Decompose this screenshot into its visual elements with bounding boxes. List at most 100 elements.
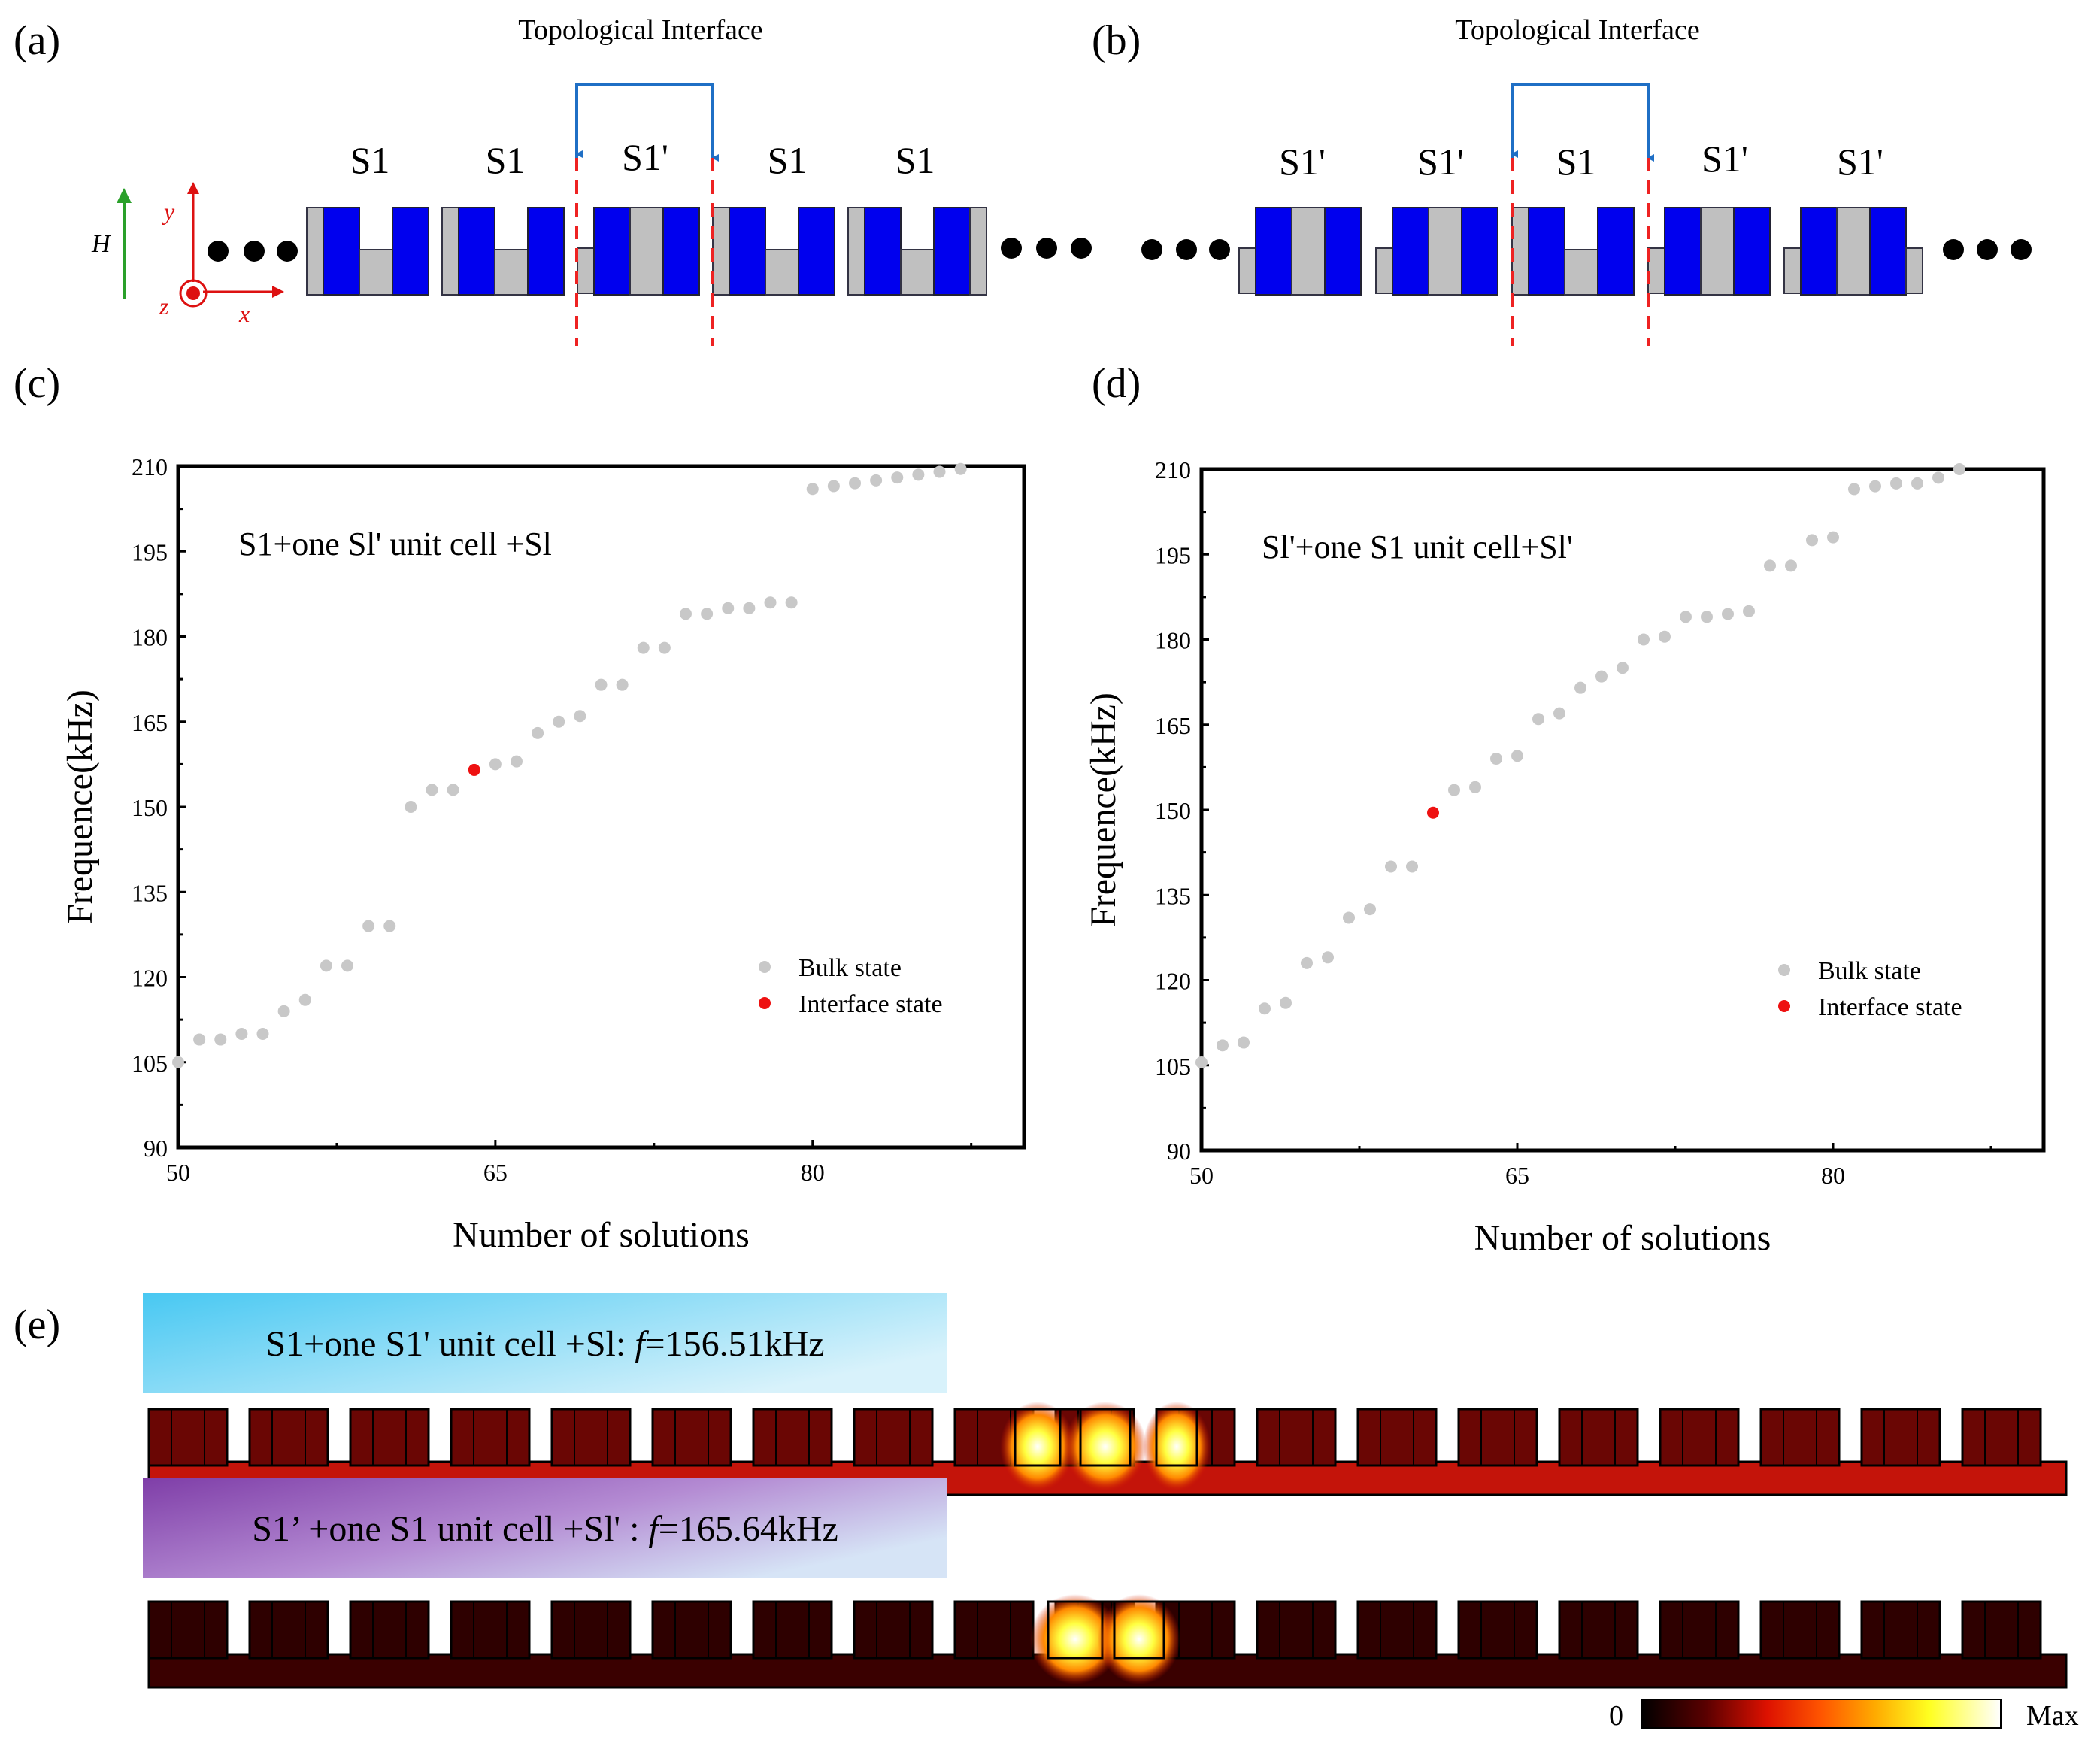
blue-block <box>1597 207 1635 296</box>
field-block <box>1256 1408 1337 1467</box>
legend-marker <box>759 961 771 973</box>
field-block <box>349 1600 430 1660</box>
field-block <box>349 1408 430 1467</box>
panel-a-cell-label: S1 <box>768 139 808 181</box>
panel-a-interface-label: Topological Interface <box>518 14 762 46</box>
field-hotspot <box>1030 1594 1120 1684</box>
gray-block <box>847 207 865 296</box>
field-block <box>450 1408 531 1467</box>
bulk-point <box>1553 707 1565 720</box>
blue-block <box>1324 207 1362 296</box>
chart-annotation: Sl'+one S1 unit cell+Sl' <box>1262 529 1573 565</box>
bulk-point <box>1364 903 1376 916</box>
bulk-point <box>891 471 904 484</box>
banner-1 <box>143 1293 947 1393</box>
panel-a-cell-label: S1 <box>350 139 390 181</box>
panel-a-cell-labels: S1 S1 S1' S1 S1 <box>350 136 935 181</box>
bulk-point <box>1574 681 1586 694</box>
field-hotspot <box>1098 1594 1180 1684</box>
bulk-point <box>701 608 714 620</box>
y-tick-label: 150 <box>132 794 168 821</box>
panel-a-left-ellipsis <box>208 241 298 262</box>
y-tick-label: 180 <box>132 624 168 651</box>
blue-block <box>593 207 631 296</box>
blue-block <box>1869 207 1907 296</box>
bulk-point <box>193 1033 206 1046</box>
banner-1-text: S1+one S1' unit cell +Sl: f=156.51kHz <box>265 1324 824 1364</box>
field-block <box>1356 1600 1438 1660</box>
field-block <box>752 1600 833 1660</box>
bulk-point <box>1722 608 1734 620</box>
panel-b: (b) Topological Interface S1' S1' S1 S1'… <box>1092 14 2032 346</box>
bulk-point <box>1217 1039 1229 1052</box>
bulk-point <box>658 641 671 654</box>
blue-block <box>933 207 971 296</box>
panel-b-cell-label: S1' <box>1417 141 1464 183</box>
y-tick-label: 120 <box>1155 968 1191 995</box>
colorbar <box>1641 1699 2002 1729</box>
legend-marker <box>759 997 771 1009</box>
field-block <box>147 1408 229 1467</box>
x-axis-arrowhead <box>272 286 284 298</box>
gray-block <box>359 249 393 296</box>
panel-a-label: (a) <box>14 17 60 64</box>
field-block <box>550 1600 632 1660</box>
gray-block <box>494 249 529 296</box>
gray-block <box>1375 247 1393 294</box>
gray-block <box>577 247 595 294</box>
blue-block <box>662 207 700 296</box>
bulk-point <box>1911 477 1923 490</box>
y-tick-label: 105 <box>1155 1053 1191 1080</box>
field-block <box>450 1600 531 1660</box>
panel-a-right-ellipsis <box>1001 238 1092 259</box>
bulk-point <box>1785 559 1797 572</box>
chart-annotation: S1+one Sl' unit cell +Sl <box>238 526 552 562</box>
bulk-point <box>1932 471 1944 484</box>
legend-label: Interface state <box>1818 993 1962 1021</box>
panel-b-label: (b) <box>1092 17 1141 64</box>
bulk-point <box>1764 559 1776 572</box>
legend-label: Interface state <box>798 990 943 1018</box>
blue-block <box>1733 207 1771 296</box>
blue-block <box>323 207 360 296</box>
bulk-point <box>277 1005 290 1017</box>
y-tick-label: 150 <box>1155 797 1191 824</box>
bulk-point <box>426 784 438 796</box>
y-tick-label: 180 <box>1155 627 1191 654</box>
x-tick-label: 50 <box>1189 1162 1214 1189</box>
gray-block <box>1836 207 1871 296</box>
bulk-point <box>1238 1036 1250 1049</box>
y-axis-label: Frequence(kHz) <box>60 690 100 924</box>
y-tick-label: 135 <box>132 879 168 906</box>
field-block <box>853 1408 934 1467</box>
panel-e: (e) S1+one S1' unit cell +Sl: f=156.51kH… <box>14 1293 2079 1732</box>
y-axis-arrowhead <box>187 182 199 194</box>
bulk-point <box>595 678 608 691</box>
bulk-point <box>383 920 396 932</box>
banner-1-value: =156.51kHz <box>645 1324 825 1364</box>
bulk-point <box>1301 956 1313 969</box>
bulk-point <box>637 641 650 654</box>
hotspot-block <box>1113 1600 1165 1660</box>
bulk-point <box>743 602 756 614</box>
y-tick-label: 195 <box>132 538 168 565</box>
y-tick-label: 90 <box>144 1135 168 1162</box>
bulk-point <box>806 483 819 496</box>
field-block <box>1961 1600 2042 1660</box>
field-block <box>1558 1408 1639 1467</box>
plot-frame <box>176 464 1026 1150</box>
blue-block <box>458 207 495 296</box>
blue-block <box>729 207 766 296</box>
bulk-point <box>1680 611 1692 623</box>
gray-block <box>1564 249 1598 296</box>
bulk-point <box>827 480 840 493</box>
gray-block <box>1238 247 1256 294</box>
panel-d-label: (d) <box>1092 360 1141 407</box>
field-block <box>1457 1408 1538 1467</box>
y-tick-label: 105 <box>132 1050 168 1077</box>
panel-b-structure <box>1238 207 1923 296</box>
hotspot-block <box>1079 1408 1132 1467</box>
bulk-point <box>849 477 861 490</box>
y-tick-label: 210 <box>1155 456 1191 483</box>
bulk-point <box>1322 951 1334 964</box>
